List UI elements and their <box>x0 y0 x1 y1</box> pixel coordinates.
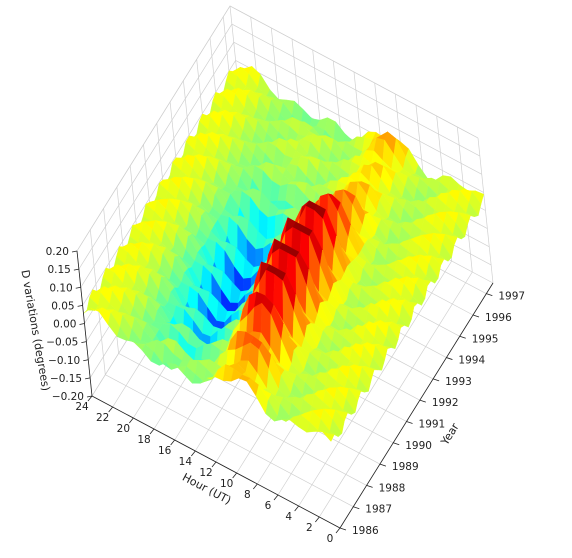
y-tick-label: 1986 <box>352 525 379 537</box>
x-tick-label: 20 <box>117 423 130 435</box>
y-tick-label: 1997 <box>498 291 525 303</box>
z-tick-label: 0.15 <box>47 264 70 276</box>
surface-plot <box>83 65 485 442</box>
x-tick-label: 16 <box>158 445 172 457</box>
y-tick-label: 1991 <box>419 418 446 430</box>
x-tick-label: 14 <box>179 456 193 468</box>
x-tick-label: 22 <box>96 412 109 424</box>
x-tick-label: 4 <box>285 511 292 523</box>
x-tick-label: 6 <box>265 500 272 512</box>
y-tick-label: 1992 <box>432 397 459 409</box>
z-tick-label: −0.10 <box>48 355 80 367</box>
y-tick-label: 1988 <box>379 482 406 494</box>
z-tick-label: −0.15 <box>50 373 82 385</box>
y-tick-label: 1990 <box>405 440 432 452</box>
x-tick-label: 2 <box>306 522 313 534</box>
y-tick-label: 1987 <box>365 504 392 516</box>
x-tick-label: 0 <box>327 533 334 545</box>
y-tick-label: 1989 <box>392 461 419 473</box>
x-tick-label: 10 <box>220 478 233 490</box>
z-tick-label: −0.20 <box>52 391 84 403</box>
z-tick-label: 0.00 <box>53 319 76 331</box>
y-tick-label: 1993 <box>445 376 472 388</box>
z-axis-label: D variations (degrees) <box>18 269 52 392</box>
y-tick-label: 1994 <box>458 355 485 367</box>
y-tick-label: 1996 <box>485 312 512 324</box>
z-tick-label: 0.20 <box>46 246 69 258</box>
x-tick-label: 24 <box>75 401 89 413</box>
x-tick-label: 8 <box>244 489 251 501</box>
z-tick-label: 0.05 <box>51 300 74 312</box>
axes-lines <box>71 250 494 534</box>
z-tick-label: 0.10 <box>49 282 72 294</box>
z-tick-label: −0.05 <box>46 337 78 349</box>
x-tick-label: 12 <box>199 467 212 479</box>
y-tick-label: 1995 <box>472 333 499 345</box>
x-tick-label: 18 <box>137 434 150 446</box>
tick-labels: 0246810121416182022241986198719881989199… <box>46 246 525 545</box>
